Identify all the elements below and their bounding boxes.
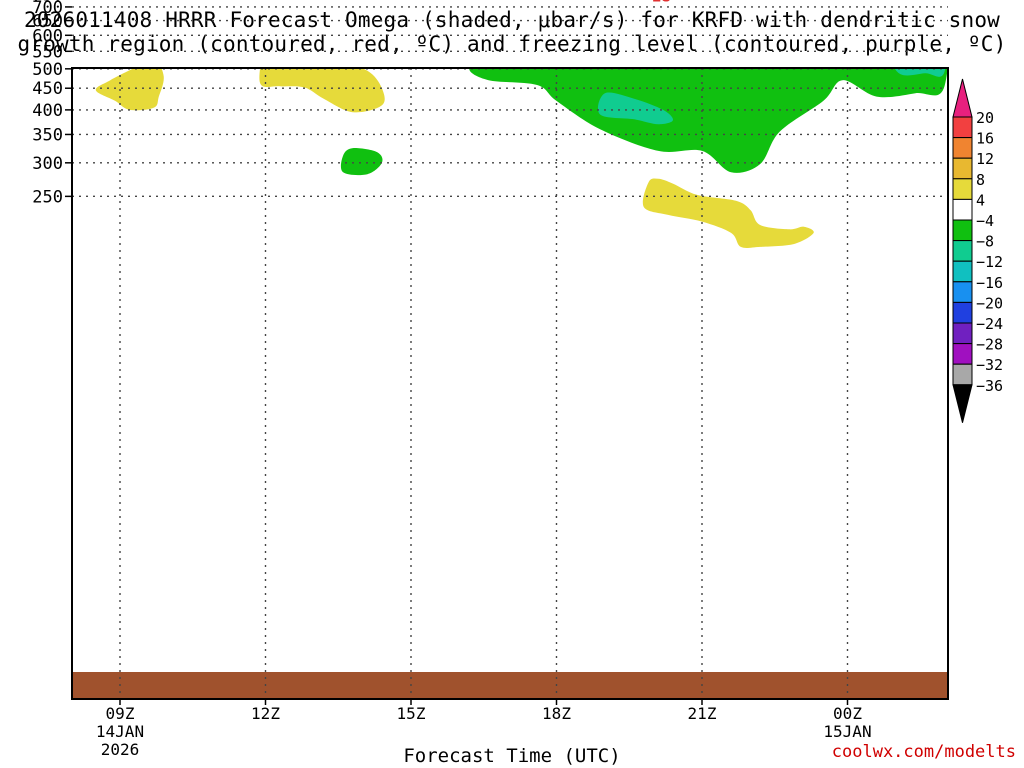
- colorbar-label: −8: [976, 233, 994, 251]
- y-tick-label: 700: [32, 0, 63, 18]
- colorbar-box: [952, 178, 973, 200]
- y-tick-label: 350: [32, 125, 63, 145]
- y-axis: 2503003504004505005506006507007508008509…: [32, 0, 72, 207]
- y-tick-label: 600: [32, 26, 63, 46]
- contour-labels: -18-18-12: [643, 0, 674, 5]
- y-tick-label: 300: [32, 154, 63, 174]
- shade-teal-5: [894, 68, 946, 77]
- colorbar-label: −32: [976, 356, 1003, 374]
- colorbar-label: −20: [976, 294, 1003, 312]
- plot-background: [72, 68, 948, 699]
- contour-label-bg: [643, 0, 674, 4]
- colorbar-box: [952, 363, 973, 386]
- colorbar-box: [952, 281, 973, 303]
- x-tick-label: 14JAN: [96, 722, 144, 741]
- x-tick-label: 00Z: [833, 704, 862, 723]
- y-tick-label: 550: [32, 42, 63, 62]
- colorbar-label: 8: [976, 171, 985, 189]
- x-tick-label: 15Z: [397, 704, 426, 723]
- colorbar-box: [952, 240, 973, 262]
- colorbar-box: [952, 260, 973, 283]
- y-tick-label: 400: [32, 101, 63, 121]
- colorbar-box: [952, 219, 973, 242]
- colorbar-label: 20: [976, 109, 994, 127]
- y-tick-label: 750: [32, 0, 63, 5]
- shade-yellow-12: [600, 0, 639, 1]
- colorbar-label: −24: [976, 315, 1003, 333]
- colorbar-box: [952, 322, 973, 345]
- colorbar-box: [952, 137, 973, 159]
- x-tick-label: 12Z: [251, 704, 280, 723]
- shade-yellow-10: [642, 178, 814, 249]
- contour-line-0: [72, 0, 945, 33]
- contours: [72, 0, 945, 33]
- credit-text: coolwx.com/modelts: [831, 742, 1016, 762]
- x-tick-label: 18Z: [542, 704, 571, 723]
- y-tick-label: 650: [32, 12, 63, 32]
- colorbar-box: [952, 198, 973, 221]
- colorbar-bottom-arrow: [952, 384, 973, 423]
- colorbar: 20 16 12 8 4 −4 −8 −12 −16 −20 −24 −28 −32 −36: [952, 78, 1003, 423]
- y-tick-label: 250: [32, 187, 63, 207]
- gridlines: [72, 6, 948, 699]
- shade-green-1: [340, 147, 383, 176]
- plot-frame: [71, 67, 949, 700]
- colorbar-box: [952, 116, 973, 139]
- colorbar-label: −16: [976, 274, 1003, 292]
- y-tick-label: 500: [32, 60, 63, 80]
- ground-band: [72, 672, 948, 699]
- contour-label: -18: [646, 0, 671, 5]
- title-line-2: growth region (contoured, red, ºC) and f…: [17, 32, 1007, 56]
- shade-yellow-7: [259, 68, 385, 113]
- x-tick-label: 09Z: [106, 704, 135, 723]
- chart-title: 2026011408 HRRR Forecast Omega (shaded, …: [0, 8, 1024, 56]
- colorbar-label: −12: [976, 253, 1003, 271]
- colorbar-label: 16: [976, 130, 994, 148]
- shade-teal-4: [597, 92, 674, 125]
- y-tick-label: 450: [32, 79, 63, 99]
- shade-green-2: [93, 0, 232, 47]
- x-tick-label: 21Z: [688, 704, 717, 723]
- colorbar-label: 4: [976, 191, 985, 209]
- x-tick-label: 2026: [101, 740, 140, 759]
- title-line-1: 2026011408 HRRR Forecast Omega (shaded, …: [23, 8, 1001, 32]
- colorbar-label: 12: [976, 150, 994, 168]
- shade-yellow-11: [764, 0, 828, 5]
- colorbar-box: [952, 157, 973, 180]
- shade-yellow-6: [95, 68, 164, 111]
- x-tick-label: 15JAN: [823, 722, 871, 741]
- x-axis-title: Forecast Time (UTC): [403, 745, 621, 767]
- colorbar-top-arrow: [952, 78, 973, 118]
- shade-green-0: [469, 68, 948, 173]
- contour-line-2: [72, 0, 945, 13]
- colorbar-box: [952, 301, 973, 324]
- colorbar-label: −4: [976, 212, 994, 230]
- colorbar-box: [952, 343, 973, 365]
- omega-shading: [93, 0, 948, 249]
- colorbar-label: −36: [976, 377, 1003, 395]
- colorbar-label: −28: [976, 336, 1003, 354]
